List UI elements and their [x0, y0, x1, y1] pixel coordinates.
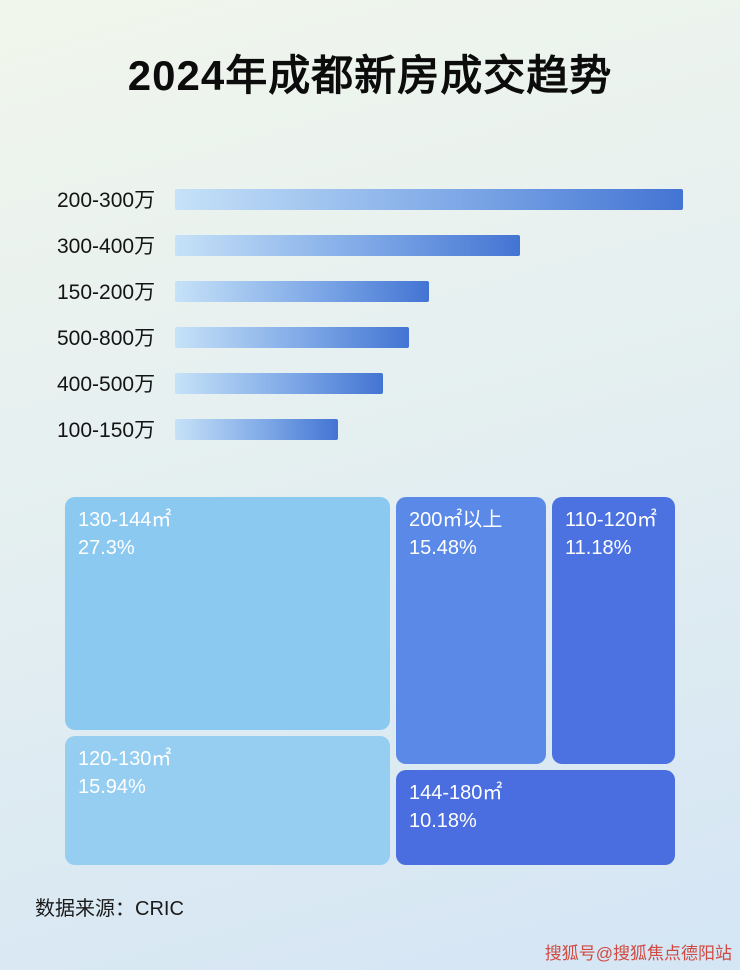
bar-track [175, 418, 683, 440]
treemap-block-label: 200㎡以上 [409, 509, 503, 531]
bar-row: 100-150万 [57, 406, 683, 452]
bar-row: 500-800万 [57, 314, 683, 360]
bar-row: 300-400万 [57, 222, 683, 268]
treemap-block-label: 130-144㎡ [78, 509, 172, 531]
bar-row: 150-200万 [57, 268, 683, 314]
bar-category-label: 400-500万 [57, 373, 156, 396]
bar [175, 188, 683, 210]
bar-track [175, 372, 683, 394]
data-source-label: 数据来源：CRIC [35, 898, 184, 920]
bar-track [175, 188, 683, 210]
bar [175, 418, 338, 440]
bar-row: 400-500万 [57, 360, 683, 406]
bar-category-label: 100-150万 [57, 419, 156, 442]
watermark-text: 搜狐号@搜狐焦点德阳站 [544, 944, 732, 963]
bar-category-label: 300-400万 [57, 235, 156, 258]
treemap-block: 120-130㎡ 15.94% [65, 736, 390, 865]
bar [175, 280, 429, 302]
bar-category-label: 200-300万 [57, 189, 156, 212]
bar-row: 200-300万 [57, 176, 683, 222]
page-title: 2024年成都新房成交趋势 [127, 52, 613, 99]
treemap-block-value: 15.48% [409, 537, 477, 559]
treemap-block: 130-144㎡ 27.3% [65, 497, 390, 730]
treemap-block: 110-120㎡ 11.18% [552, 497, 675, 764]
bar [175, 326, 409, 348]
price-range-bar-chart: 200-300万 300-400万 150-200万 500-800万 400-500万… [57, 176, 683, 452]
treemap-block-value: 10.18% [409, 810, 477, 832]
treemap-block-label: 110-120㎡ [565, 509, 657, 531]
treemap-block-value: 15.94% [78, 776, 146, 798]
treemap-block-value: 27.3% [78, 537, 135, 559]
bar-track [175, 234, 683, 256]
unit-area-treemap: 130-144㎡ 27.3% 120-130㎡ 15.94% 200㎡以上 15.48% 1… [65, 497, 675, 865]
bar-track [175, 280, 683, 302]
treemap-block-label: 120-130㎡ [78, 748, 172, 770]
treemap-block: 144-180㎡ 10.18% [396, 770, 675, 865]
treemap-block: 200㎡以上 15.48% [396, 497, 546, 764]
bar-track [175, 326, 683, 348]
treemap-block-label: 144-180㎡ [409, 782, 503, 804]
treemap-block-value: 11.18% [565, 537, 632, 559]
bar [175, 372, 384, 394]
bar [175, 234, 521, 256]
bar-category-label: 500-800万 [57, 327, 156, 350]
bar-category-label: 150-200万 [57, 281, 156, 304]
